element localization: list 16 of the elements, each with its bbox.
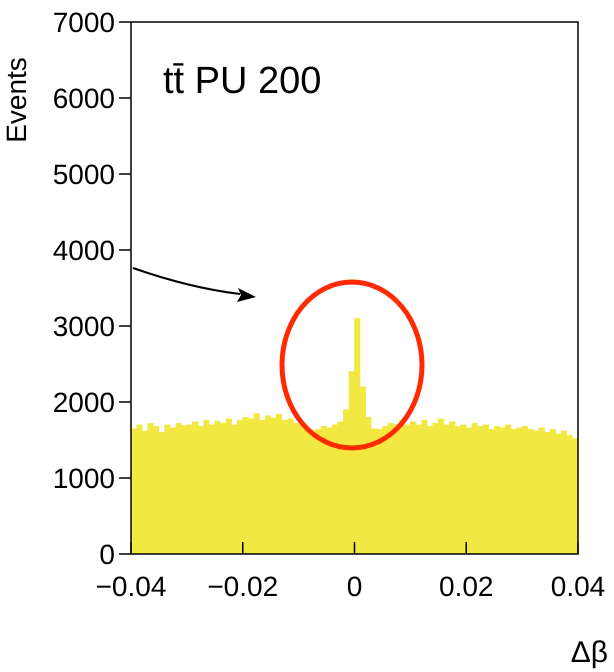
x-tick-label: 0: [346, 571, 362, 602]
y-tick-label: 6000: [52, 82, 115, 114]
y-axis-title: Events: [1, 57, 32, 143]
x-tick-label: −0.02: [207, 571, 278, 602]
y-tick-label: 5000: [52, 158, 115, 190]
y-tick-label: 2000: [52, 386, 115, 418]
x-axis-title: Δβ: [570, 636, 608, 669]
x-tick-label: 0.02: [439, 571, 494, 602]
y-tick-label: 1000: [52, 462, 115, 494]
x-tick-label: −0.04: [96, 571, 166, 602]
x-tick-label: 0.04: [550, 571, 606, 602]
text: tt̄ PU 200: [163, 60, 322, 102]
y-tick-label: 3000: [52, 310, 115, 342]
y-tick-label: 7000: [52, 6, 115, 38]
y-tick-label: 4000: [52, 234, 115, 266]
y-tick-label: 0: [99, 538, 115, 570]
